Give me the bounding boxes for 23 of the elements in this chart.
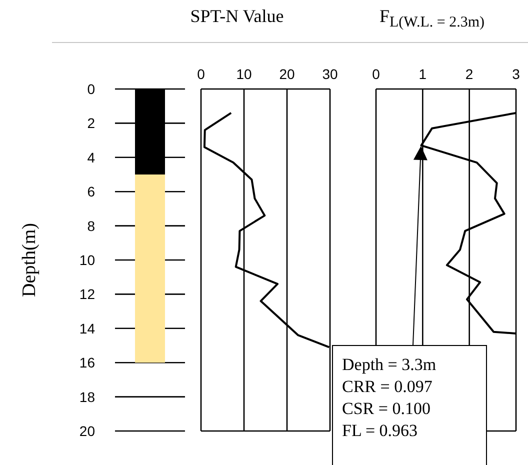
y-tick-label: 16 (79, 354, 96, 371)
y-tick-label: 0 (87, 80, 96, 97)
y-tick-label: 2 (87, 115, 96, 132)
x-tick-label: 10 (236, 66, 252, 82)
x-tick-label: 0 (372, 66, 380, 82)
x-tick-label: 3 (512, 66, 520, 82)
y-tick-label: 4 (87, 149, 96, 166)
x-tick-label: 30 (322, 66, 338, 82)
y-tick-label: 10 (79, 252, 96, 268)
x-tick-label: 20 (279, 66, 295, 82)
y-tick-label: 12 (79, 286, 96, 302)
callout-box: Depth = 3.3m CRR = 0.097 CSR = 0.100 FL = 0.963 (332, 345, 487, 465)
chart-title: SPT-N Value (189, 6, 285, 27)
x-tick-label: 1 (418, 66, 427, 82)
y-tick-label: 6 (87, 184, 96, 200)
chart-title: F$_{L(W.L. = 2.3m)}$ (378, 6, 486, 32)
y-tick-label: 18 (79, 388, 96, 405)
y-axis-title: Depth(m) (19, 223, 41, 297)
y-tick-label: 8 (87, 218, 96, 234)
x-tick-label: 0 (197, 66, 206, 82)
y-tick-label: 14 (79, 320, 96, 336)
x-tick-label: 2 (465, 66, 474, 82)
y-tick-label: 20 (79, 422, 96, 439)
